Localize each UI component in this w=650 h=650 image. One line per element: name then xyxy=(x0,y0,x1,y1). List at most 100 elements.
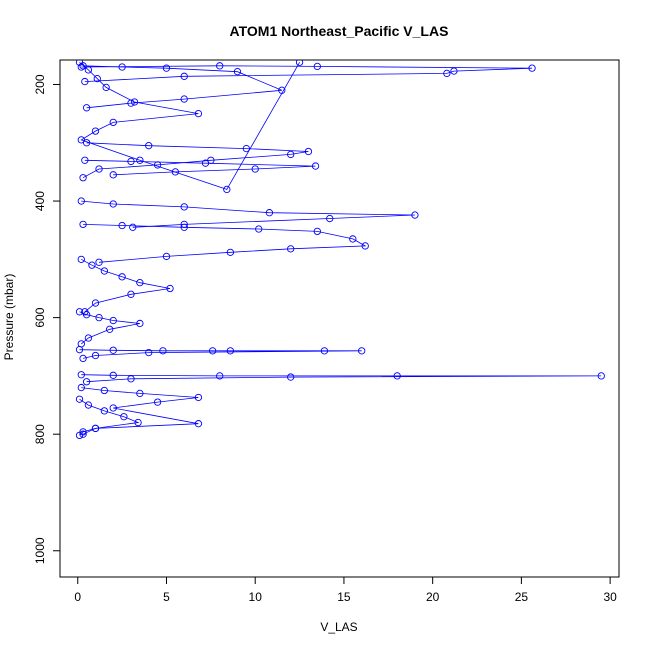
data-point xyxy=(226,347,235,355)
data-point xyxy=(95,258,103,266)
data-point xyxy=(180,220,188,229)
data-point xyxy=(597,372,605,380)
data-point xyxy=(109,171,117,179)
x-tick-label: 5 xyxy=(163,590,170,604)
series-line xyxy=(84,159,316,176)
data-point xyxy=(82,378,91,386)
data-point xyxy=(109,118,117,127)
data-point xyxy=(265,209,274,217)
data-point xyxy=(162,64,171,72)
data-point xyxy=(528,64,536,72)
data-point xyxy=(311,162,320,170)
data-point xyxy=(95,165,103,173)
data-point xyxy=(109,404,117,412)
data-point xyxy=(287,245,295,253)
data-point xyxy=(82,104,91,112)
series-line xyxy=(79,311,140,345)
plot-box xyxy=(59,59,620,578)
chart-title: ATOM1 Northeast_Pacific V_LAS xyxy=(230,23,449,39)
data-point xyxy=(153,161,162,169)
data-point xyxy=(159,347,167,355)
data-point xyxy=(326,214,334,223)
data-point xyxy=(171,168,179,176)
data-point xyxy=(91,127,100,135)
data-point xyxy=(79,62,87,70)
y-tick-label: 1000 xyxy=(33,537,47,564)
data-point xyxy=(79,430,87,438)
y-tick-label: 600 xyxy=(33,307,47,327)
x-tick-label: 20 xyxy=(426,590,440,604)
data-point xyxy=(180,223,188,231)
data-point xyxy=(287,150,295,159)
data-point xyxy=(320,347,329,355)
series-line xyxy=(81,374,602,383)
data-point xyxy=(242,144,250,153)
data-point xyxy=(278,86,286,94)
data-point xyxy=(313,62,321,71)
x-tick-label: 10 xyxy=(249,590,263,604)
data-point xyxy=(223,185,231,194)
data-point xyxy=(91,299,100,307)
data-point xyxy=(79,174,87,182)
data-point xyxy=(180,95,188,103)
data-point xyxy=(194,393,203,402)
data-point xyxy=(120,413,128,421)
data-point xyxy=(100,267,109,275)
data-point xyxy=(118,221,126,230)
data-point xyxy=(166,284,174,293)
data-point xyxy=(136,279,144,287)
data-point xyxy=(109,316,117,325)
data-point xyxy=(349,235,357,243)
data-point xyxy=(201,159,210,167)
data-point xyxy=(127,375,135,383)
data-point xyxy=(91,424,100,433)
series-line xyxy=(79,349,362,359)
data-point xyxy=(145,142,153,150)
series-line xyxy=(82,142,309,179)
data-point xyxy=(95,313,103,322)
data-point xyxy=(127,290,135,298)
data-point xyxy=(77,371,85,379)
data-point xyxy=(216,372,224,380)
data-point xyxy=(109,200,117,208)
data-point xyxy=(287,373,295,381)
y-axis-label: Pressure (mbar) xyxy=(2,274,16,361)
data-point xyxy=(194,420,203,428)
data-point xyxy=(84,334,93,342)
data-point xyxy=(77,197,85,205)
data-point xyxy=(109,371,117,379)
data-point xyxy=(194,109,203,118)
data-point xyxy=(102,83,110,92)
series-line xyxy=(81,65,533,82)
data-point xyxy=(75,395,84,403)
data-point xyxy=(295,60,304,66)
data-point xyxy=(82,139,91,147)
series-line xyxy=(83,224,367,263)
data-point xyxy=(136,319,144,328)
data-point xyxy=(88,261,96,269)
data-point xyxy=(118,273,126,281)
y-tick-label: 800 xyxy=(33,424,47,444)
y-tick-label: 200 xyxy=(33,74,47,94)
data-point xyxy=(411,211,419,219)
data-point xyxy=(77,383,85,392)
data-point xyxy=(180,72,188,80)
data-point xyxy=(226,248,235,256)
data-point xyxy=(130,98,139,106)
data-point xyxy=(233,68,242,76)
data-point xyxy=(106,325,114,333)
y-tick-label: 400 xyxy=(33,191,47,211)
data-point xyxy=(361,242,369,250)
data-point xyxy=(127,157,135,166)
data-point xyxy=(75,308,84,316)
data-point xyxy=(77,255,85,263)
series-lines xyxy=(79,61,602,436)
data-point xyxy=(450,67,458,75)
data-point xyxy=(118,63,126,71)
series-line xyxy=(83,65,282,109)
data-point xyxy=(393,372,401,380)
data-point xyxy=(216,62,224,70)
data-point xyxy=(100,386,109,395)
data-point xyxy=(251,165,259,173)
series-line xyxy=(81,258,171,313)
